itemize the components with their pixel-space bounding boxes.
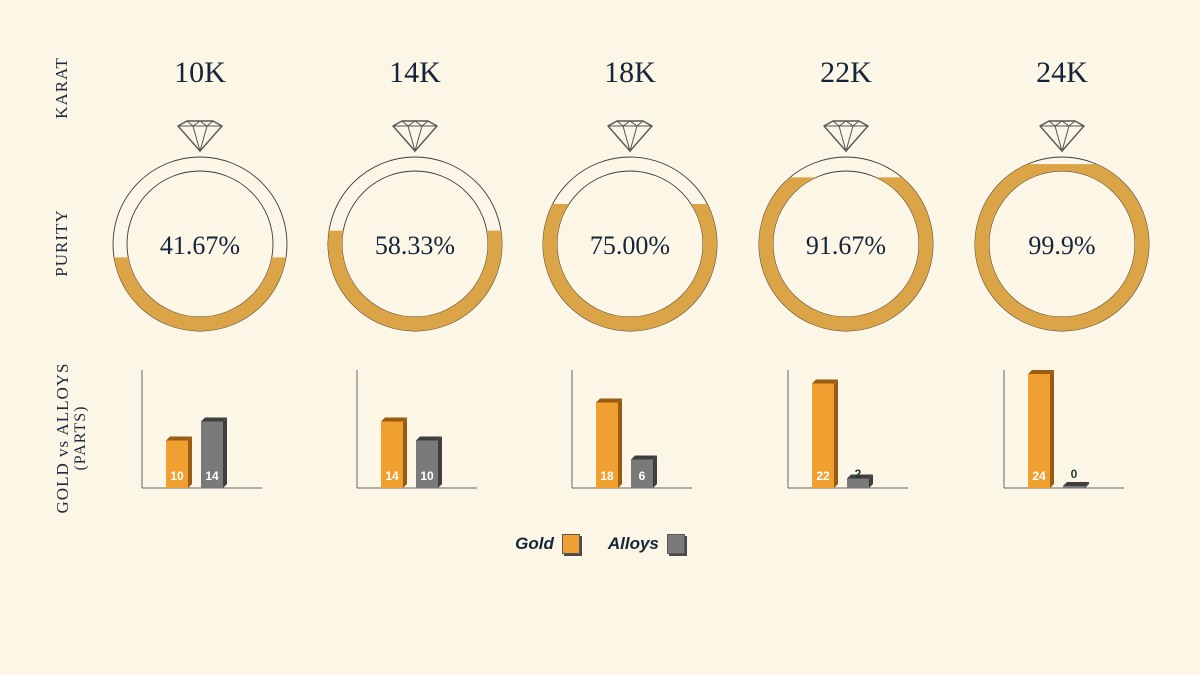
bar-value-label-gold-10k: 10 [170, 469, 184, 483]
purity-label-24k: 99.9% [1028, 231, 1095, 260]
karat-label-24k: 24K [1036, 56, 1088, 89]
legend: Gold Alloys [0, 534, 1200, 554]
bar-value-label-gold-18k: 18 [600, 469, 614, 483]
bar-alloys-10k [201, 421, 223, 488]
ring-gold-fill-18k [543, 204, 717, 331]
bar-side-alloys-22k [869, 474, 873, 488]
bar-value-label-alloys-14k: 10 [420, 469, 434, 483]
karat-label-10k: 10K [174, 56, 226, 89]
purity-label-10k: 41.67% [160, 231, 240, 260]
bar-top-gold-18k [596, 398, 622, 403]
bar-top-gold-14k [381, 417, 407, 422]
legend-label-alloys: Alloys [607, 534, 659, 553]
diamond-facets-14k [393, 120, 437, 153]
ring-gold-fill-24k [975, 164, 1149, 331]
bar-side-gold-14k [403, 417, 407, 488]
diamond-facets-18k [608, 120, 652, 153]
bar-value-label-gold-22k: 22 [816, 469, 830, 483]
bar-top-gold-24k [1028, 370, 1054, 374]
bar-gold-24k [1028, 374, 1050, 488]
bar-value-label-alloys-18k: 6 [639, 469, 646, 483]
bar-side-alloys-14k [438, 436, 442, 488]
diamond-icon-10k [177, 120, 223, 152]
bar-top-alloys-22k [847, 474, 873, 479]
bar-alloys-14k [416, 440, 438, 488]
diamond-icon-14k [392, 120, 438, 152]
bar-value-label-gold-14k: 14 [385, 469, 399, 483]
bar-side-alloys-10k [223, 417, 227, 488]
bar-gold-18k [596, 402, 618, 488]
bar-top-alloys-10k [201, 417, 227, 422]
legend-item-gold: Gold [515, 534, 580, 554]
purity-label-18k: 75.00% [590, 231, 670, 260]
bar-side-gold-10k [188, 436, 192, 488]
bar-side-gold-24k [1050, 370, 1054, 488]
bar-gold-22k [812, 383, 834, 488]
diamond-facets-24k [1040, 120, 1084, 153]
purity-label-14k: 58.33% [375, 231, 455, 260]
karat-label-14k: 14K [389, 56, 441, 89]
bar-side-gold-18k [618, 398, 622, 488]
bar-side-gold-22k [834, 379, 838, 488]
ring-gold-fill-10k [114, 257, 286, 331]
bar-alloys-24k [1063, 486, 1085, 488]
bar-top-alloys-24k [1063, 482, 1089, 486]
bar-side-alloys-18k [653, 455, 657, 488]
bar-side-alloys-24k [1085, 482, 1089, 488]
bar-top-alloys-14k [416, 436, 442, 441]
bar-alloys-22k [847, 478, 869, 488]
karat-label-18k: 18K [604, 56, 656, 89]
bar-top-gold-22k [812, 379, 838, 384]
karat-label-22k: 22K [820, 56, 872, 89]
ring-gold-fill-22k [759, 177, 933, 331]
bar-value-label-gold-24k: 24 [1032, 469, 1046, 483]
legend-swatch-alloys [666, 534, 685, 554]
bar-gold-10k [166, 440, 188, 488]
diamond-icon-18k [607, 120, 653, 152]
diamond-icon-22k [823, 120, 869, 152]
bar-value-label-alloys-10k: 14 [205, 469, 219, 483]
ring-gold-fill-14k [328, 230, 502, 331]
bar-top-alloys-18k [631, 455, 657, 460]
legend-label-gold: Gold [515, 534, 554, 553]
bar-gold-14k [381, 421, 403, 488]
purity-label-22k: 91.67% [806, 231, 886, 260]
bar-value-label-alloys-22k: 2 [855, 467, 862, 481]
diamond-icon-24k [1039, 120, 1085, 152]
bar-alloys-18k [631, 459, 653, 488]
bar-top-gold-10k [166, 436, 192, 441]
legend-swatch-gold [561, 534, 580, 554]
diamond-facets-10k [178, 120, 222, 153]
legend-item-alloys: Alloys [608, 534, 685, 554]
diamond-facets-22k [824, 120, 868, 153]
bar-value-label-alloys-24k: 0 [1071, 467, 1078, 481]
